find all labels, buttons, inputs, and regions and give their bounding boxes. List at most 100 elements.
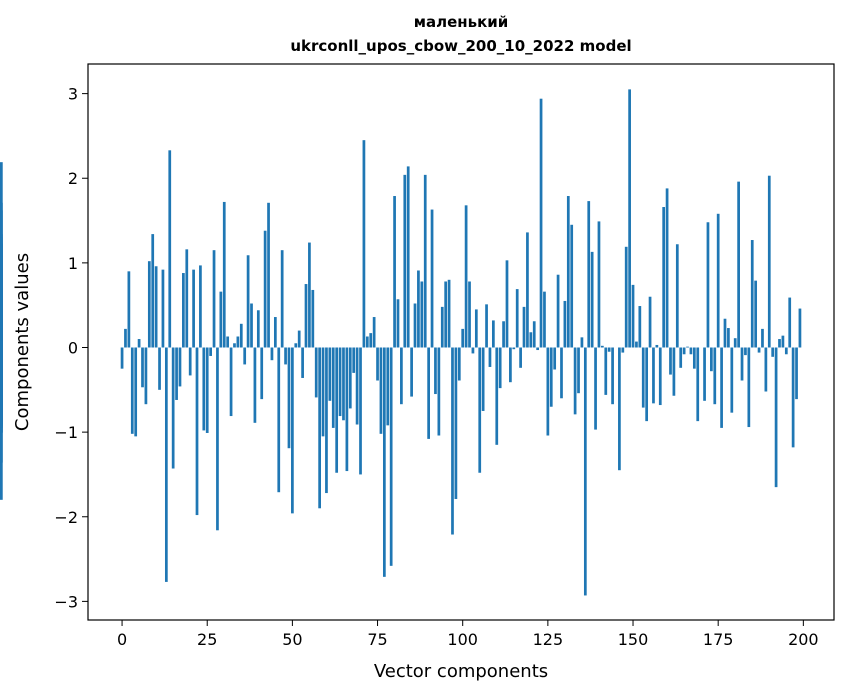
bar [631,284,635,348]
bar [641,347,645,408]
bar [604,347,608,395]
x-axis-ticks: 0 25 50 75 100 125 150 175 200 [117,620,819,649]
bar [352,347,356,373]
bar [301,347,304,378]
bar [389,347,393,566]
bar [778,339,781,348]
bar [440,306,444,348]
bar [192,269,195,348]
bar [386,347,390,426]
bar [216,347,219,531]
y-tick-label: 2 [68,169,78,188]
bar [468,281,471,348]
bar [410,347,413,397]
bar [423,174,427,348]
bar [369,333,373,348]
bar [212,250,216,348]
bar [158,347,161,390]
bar [379,347,383,434]
bar [400,347,403,405]
bar [297,330,301,348]
bar [553,347,557,370]
bar [771,347,775,357]
bar [338,347,342,417]
bar [246,255,250,348]
bar [331,347,335,428]
bar [229,347,233,417]
bar [522,306,526,348]
bar [645,347,649,422]
bar [611,347,614,405]
bar [716,213,720,348]
bar [791,347,795,448]
bar [784,347,788,355]
plot-frame [87,63,835,621]
bar [798,308,802,348]
x-tick-label: 75 [367,630,387,649]
bar [703,347,706,401]
y-tick-label: 3 [68,85,78,104]
bar [682,347,686,355]
bar [437,347,441,436]
bar [175,347,178,400]
bar [120,347,124,369]
bar [420,281,424,348]
bar [737,181,740,348]
bar [672,347,676,396]
bar [478,347,482,473]
bar [788,297,792,348]
bar [601,345,604,348]
bar [720,347,723,428]
bar [164,347,168,582]
bar [570,224,574,348]
bar [764,347,768,392]
bar [669,347,672,375]
bar [359,347,362,475]
bar [505,260,509,348]
bar [713,347,717,405]
bar [618,347,621,471]
bar [733,338,737,348]
bar [491,320,495,348]
bar [727,328,730,348]
bar [134,347,138,437]
chart-subtitle: ukrconll_upos_cbow_200_10_2022 model [290,37,631,55]
bar [430,209,434,348]
bar [580,337,584,348]
bar [0,237,3,348]
bar [348,347,352,409]
bar [287,347,291,449]
y-tick-label: 1 [68,254,78,273]
bar [451,347,454,535]
bar [750,240,754,348]
bar [621,347,625,353]
bar [168,150,172,348]
bar [710,347,713,372]
bar [335,347,339,473]
bar [757,347,761,353]
bar [263,230,267,348]
bar [488,347,492,367]
bar [396,299,400,348]
bar [311,289,315,348]
bar [624,246,628,348]
bar [474,309,478,348]
bar [233,343,236,348]
bar [171,347,175,469]
bar [403,174,407,348]
bar [325,347,328,494]
bar [372,317,376,348]
bar [607,347,611,352]
bar [655,344,659,348]
bar [304,284,308,348]
y-tick-label: −1 [54,423,78,442]
bar [686,346,689,348]
bar [740,347,744,381]
bar [236,336,240,348]
y-tick-label: 0 [68,339,78,358]
x-tick-label: 200 [788,630,819,649]
bar [573,347,577,415]
bar [154,266,158,348]
bar [502,321,505,348]
